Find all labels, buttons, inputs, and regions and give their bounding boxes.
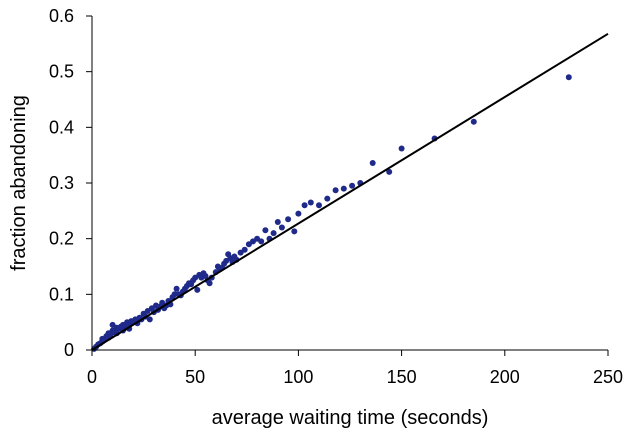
data-point-81 — [262, 227, 269, 234]
x-tick-label-3: 150 — [387, 367, 417, 387]
data-point-92 — [324, 195, 331, 202]
y-tick-label-4: 0.4 — [49, 117, 74, 137]
y-tick-label-2: 0.2 — [49, 229, 74, 249]
plot-marks — [91, 32, 609, 352]
y-axis-title: fraction abandoning — [8, 95, 30, 271]
data-point-80 — [258, 238, 265, 245]
data-point-56 — [194, 286, 201, 293]
data-point-85 — [278, 224, 285, 231]
data-point-33 — [146, 316, 153, 323]
y-tick-label-0: 0 — [64, 340, 74, 360]
x-tick-label-5: 250 — [593, 367, 623, 387]
data-point-83 — [270, 230, 277, 237]
fit-line — [91, 32, 609, 351]
data-point-91 — [316, 202, 322, 209]
data-point-94 — [340, 185, 347, 192]
data-point-76 — [241, 246, 248, 253]
data-point-90 — [307, 199, 314, 206]
data-point-88 — [295, 210, 302, 217]
data-point-89 — [301, 202, 308, 209]
data-point-101 — [470, 118, 477, 125]
data-point-46 — [173, 285, 180, 292]
x-tick-label-2: 100 — [283, 367, 313, 387]
data-point-93 — [332, 187, 339, 194]
y-tick-label-6: 0.6 — [49, 6, 74, 26]
data-point-86 — [285, 216, 292, 223]
data-point-102 — [565, 74, 572, 81]
y-tick-label-3: 0.3 — [49, 173, 74, 193]
x-tick-label-1: 50 — [185, 367, 205, 387]
y-tick-label-5: 0.5 — [49, 62, 74, 82]
data-point-95 — [349, 182, 356, 189]
x-tick-label-4: 200 — [490, 367, 520, 387]
data-point-99 — [398, 145, 405, 152]
data-point-98 — [386, 168, 393, 175]
data-point-97 — [369, 160, 376, 166]
data-point-87 — [291, 228, 298, 235]
x-tick-label-0: 0 — [87, 367, 97, 387]
data-point-45 — [171, 291, 178, 298]
ticks: 0 50 100 150 200 250 0 0.1 0.2 0.3 0.4 0.5 0.6 — [49, 6, 623, 387]
y-tick-label-1: 0.1 — [49, 284, 74, 304]
data-point-62 — [206, 280, 213, 287]
x-axis-title: average waiting time (seconds) — [212, 407, 489, 429]
data-point-84 — [274, 219, 281, 225]
